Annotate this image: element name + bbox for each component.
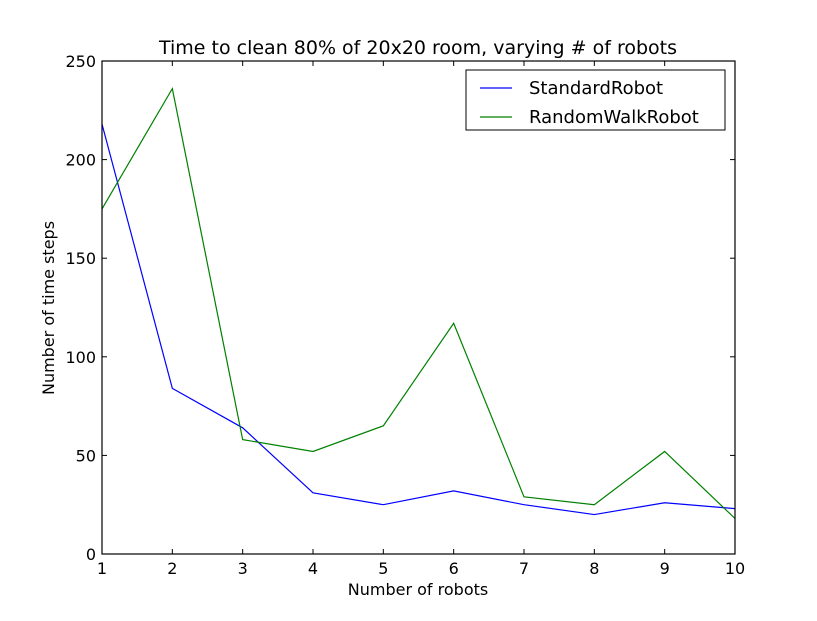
x-tick-label: 8	[589, 559, 599, 578]
y-tick-label: 50	[76, 446, 96, 465]
x-tick-label: 7	[519, 559, 529, 578]
legend-label: RandomWalkRobot	[529, 107, 699, 128]
x-tick-label: 5	[378, 559, 388, 578]
legend-box	[465, 69, 726, 131]
x-tick-label: 10	[725, 559, 745, 578]
y-tick-label: 250	[65, 52, 96, 71]
y-tick-label: 100	[65, 348, 96, 367]
x-tick-label: 4	[308, 559, 318, 578]
x-tick-label: 6	[449, 559, 459, 578]
legend: StandardRobot RandomWalkRobot	[465, 69, 726, 131]
y-tick-label: 200	[65, 151, 96, 170]
legend-label: StandardRobot	[529, 78, 663, 99]
series-line-random-walk-robot	[101, 86, 736, 519]
plot-frame	[101, 60, 736, 555]
x-axis-label: Number of robots	[348, 580, 488, 599]
y-axis-label: Number of time steps	[39, 221, 58, 395]
series-line-standard-robot	[101, 123, 736, 516]
y-tick-label: 150	[65, 249, 96, 268]
y-tick-label: 0	[86, 545, 96, 564]
x-tick-label: 9	[660, 559, 670, 578]
chart-title: Time to clean 80% of 20x20 room, varying…	[158, 37, 677, 59]
x-tick-label: 1	[97, 559, 107, 578]
x-tick-label: 2	[167, 559, 177, 578]
x-tick-label: 3	[238, 559, 248, 578]
